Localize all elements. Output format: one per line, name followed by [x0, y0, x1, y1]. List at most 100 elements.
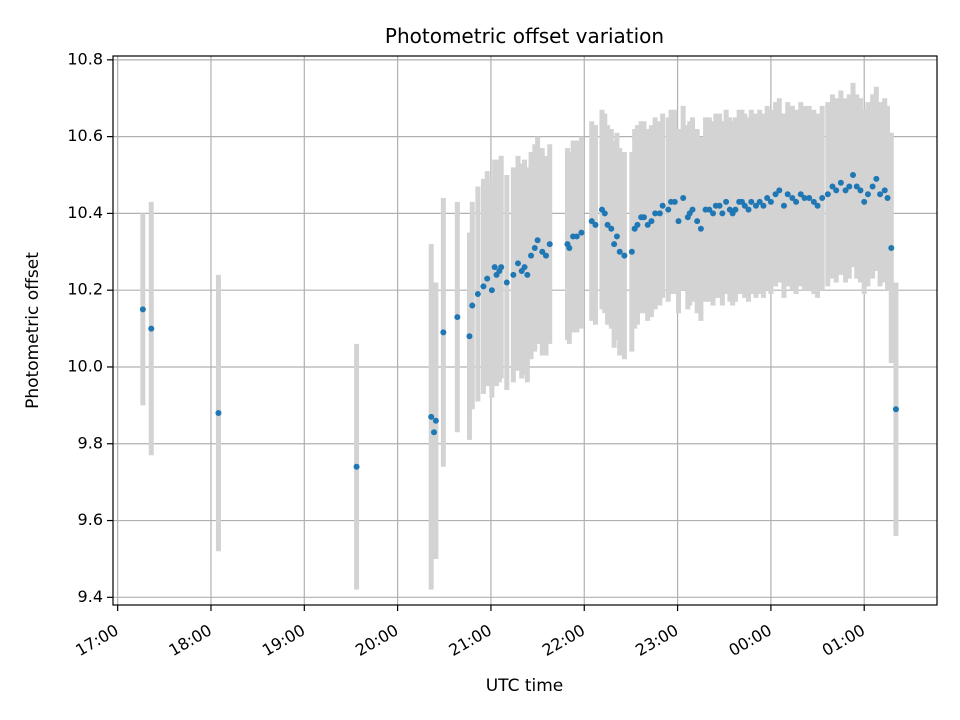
data-point — [810, 198, 817, 205]
data-point — [521, 264, 528, 271]
data-point — [806, 195, 813, 202]
data-point — [531, 244, 538, 251]
data-point — [873, 175, 880, 182]
data-point — [884, 195, 891, 202]
data-point — [756, 198, 763, 205]
data-point — [819, 195, 826, 202]
data-point — [659, 202, 666, 209]
data-point — [767, 198, 774, 205]
data-point — [546, 241, 553, 248]
data-point — [760, 202, 767, 209]
data-point — [578, 229, 585, 236]
data-point — [613, 233, 620, 240]
data-point — [539, 248, 546, 255]
data-point — [824, 191, 831, 198]
x-axis-label: UTC time — [486, 676, 564, 696]
data-point — [752, 202, 759, 209]
data-point — [515, 260, 522, 267]
data-point — [215, 410, 222, 417]
data-point — [621, 252, 628, 259]
data-point — [675, 218, 682, 225]
data-points — [139, 172, 899, 470]
y-tick-label: 10.4 — [67, 203, 103, 222]
data-point — [801, 195, 808, 202]
data-point — [488, 287, 495, 294]
data-point — [857, 187, 864, 194]
data-point — [528, 252, 535, 259]
data-point — [888, 244, 895, 251]
data-point — [694, 218, 701, 225]
data-point — [716, 202, 723, 209]
data-point — [689, 206, 696, 213]
data-point — [466, 333, 473, 340]
y-axis-ticks: 9.4 9.6 9.8 10.0 10.2 10.4 10.6 10.8 — [67, 49, 113, 606]
y-tick-label: 10.8 — [67, 49, 103, 68]
data-point — [814, 202, 821, 209]
data-point — [484, 275, 491, 282]
data-point — [652, 210, 659, 217]
data-point — [829, 183, 836, 190]
data-point — [498, 264, 505, 271]
data-point — [566, 244, 573, 251]
data-point — [534, 237, 541, 244]
data-point — [611, 241, 618, 248]
data-point — [745, 206, 752, 213]
data-point — [881, 187, 888, 194]
data-point — [877, 191, 884, 198]
data-point — [573, 233, 580, 240]
y-tick-label: 9.8 — [78, 433, 103, 452]
data-point — [353, 463, 360, 470]
data-point — [480, 283, 487, 290]
data-point — [608, 225, 615, 232]
data-point — [648, 218, 655, 225]
data-point — [793, 198, 800, 205]
y-tick-label: 10.6 — [67, 126, 103, 145]
data-point — [634, 221, 641, 228]
data-point — [665, 206, 672, 213]
data-point — [706, 206, 713, 213]
data-point — [697, 225, 704, 232]
data-point — [680, 195, 687, 202]
data-point — [732, 206, 739, 213]
data-point — [864, 191, 871, 198]
data-point — [454, 314, 461, 321]
data-point — [431, 429, 438, 436]
data-point — [616, 248, 623, 255]
data-point — [628, 248, 635, 255]
data-point — [846, 183, 853, 190]
data-point — [837, 179, 844, 186]
data-point — [842, 187, 849, 194]
data-point — [604, 221, 611, 228]
plot-area-frame — [112, 55, 938, 606]
data-point — [764, 195, 771, 202]
data-point — [797, 191, 804, 198]
data-point — [741, 202, 748, 209]
data-point — [474, 291, 481, 298]
data-point — [656, 210, 663, 217]
data-point — [432, 417, 439, 424]
data-point — [503, 279, 510, 286]
data-point — [780, 202, 787, 209]
y-tick-label: 9.6 — [78, 510, 103, 529]
data-point — [510, 271, 517, 278]
data-point — [723, 198, 730, 205]
y-tick-label: 10.2 — [67, 280, 103, 299]
data-point — [710, 210, 717, 217]
data-point — [719, 210, 726, 217]
data-point — [772, 191, 779, 198]
data-point — [892, 406, 899, 413]
data-point — [861, 198, 868, 205]
data-point — [784, 191, 791, 198]
data-point — [440, 329, 447, 336]
data-point — [148, 325, 155, 332]
data-point — [776, 187, 783, 194]
data-point — [524, 271, 531, 278]
data-point — [833, 187, 840, 194]
data-point — [850, 172, 857, 179]
data-point — [592, 221, 599, 228]
y-tick-label: 9.4 — [78, 587, 103, 606]
chart-title: Photometric offset variation — [385, 24, 664, 48]
y-tick-label: 10.0 — [67, 356, 103, 375]
data-point — [428, 413, 435, 420]
